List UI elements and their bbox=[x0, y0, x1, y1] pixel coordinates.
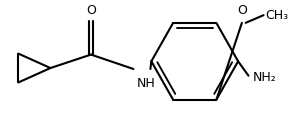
Text: CH₃: CH₃ bbox=[265, 9, 288, 22]
Text: O: O bbox=[86, 4, 96, 17]
Text: NH: NH bbox=[136, 77, 155, 90]
Text: O: O bbox=[237, 4, 247, 17]
Text: NH₂: NH₂ bbox=[252, 71, 276, 84]
